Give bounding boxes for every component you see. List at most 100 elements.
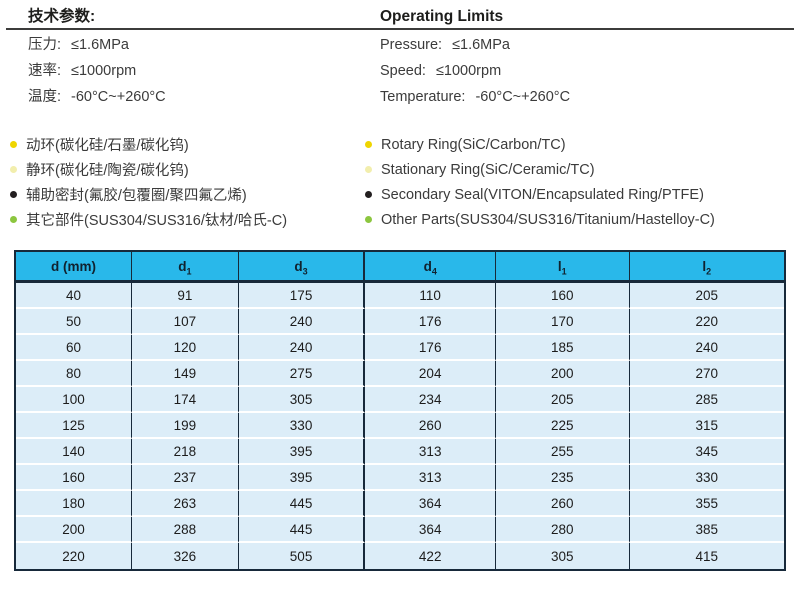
dimension-cell: 140 bbox=[16, 439, 132, 465]
materials-row: 动环(碳化硅/石墨/碳化钨) Rotary Ring(SiC/Carbon/TC… bbox=[0, 132, 800, 157]
dimension-cell: 422 bbox=[365, 543, 496, 569]
material-label: 其它部件(SUS304/SUS316/钛材/哈氏-C) bbox=[26, 213, 288, 229]
param-row: 速率: ≤1000rpm Speed: ≤1000rpm bbox=[0, 58, 800, 84]
dimension-cell: 355 bbox=[629, 491, 784, 517]
specs-title-zh: 技术参数: bbox=[28, 8, 96, 25]
dimension-cell: 330 bbox=[238, 413, 366, 439]
table-row: 180 263 445 364 260 355 bbox=[16, 491, 784, 517]
dimension-cell: 326 bbox=[131, 543, 239, 569]
dimensions-table: d (mm) d1 d3 d4 l1 l2 40 91 175 110 160 205 50 107 24… bbox=[16, 252, 784, 569]
param-value: ≤1.6MPa bbox=[71, 37, 129, 53]
dimension-cell: 263 bbox=[131, 491, 239, 517]
temperature-param-zh: 温度: -60°C~+260°C bbox=[0, 84, 380, 110]
column-header: d (mm) bbox=[16, 252, 132, 283]
dimension-cell: 240 bbox=[238, 335, 366, 361]
bullet-icon bbox=[10, 191, 17, 198]
column-header: l2 bbox=[629, 252, 784, 283]
bullet-icon bbox=[10, 166, 17, 173]
dimension-cell: 260 bbox=[365, 413, 496, 439]
dimension-cell: 260 bbox=[495, 491, 630, 517]
dimension-cell: 445 bbox=[238, 491, 366, 517]
param-value: ≤1.6MPa bbox=[452, 37, 510, 53]
materials-row: 其它部件(SUS304/SUS316/钛材/哈氏-C) Other Parts(… bbox=[0, 207, 800, 232]
dimension-cell: 185 bbox=[495, 335, 630, 361]
dimension-cell: 220 bbox=[16, 543, 132, 569]
divider-rule bbox=[6, 28, 794, 30]
bullet-icon bbox=[365, 191, 372, 198]
dimension-cell: 313 bbox=[365, 439, 496, 465]
table-row: 60 120 240 176 185 240 bbox=[16, 335, 784, 361]
dimension-cell: 220 bbox=[629, 309, 784, 335]
dimension-cell: 60 bbox=[16, 335, 132, 361]
pressure-param-en: Pressure: ≤1.6MPa bbox=[380, 32, 800, 58]
dimension-cell: 120 bbox=[131, 335, 239, 361]
dimension-cell: 285 bbox=[629, 387, 784, 413]
dimension-cell: 505 bbox=[238, 543, 366, 569]
dimension-cell: 100 bbox=[16, 387, 132, 413]
dimension-cell: 288 bbox=[131, 517, 239, 543]
dimension-cell: 205 bbox=[495, 387, 630, 413]
dimension-cell: 160 bbox=[16, 465, 132, 491]
specs-title-en: Operating Limits bbox=[380, 8, 504, 25]
column-header: l1 bbox=[495, 252, 630, 283]
param-label: Speed: bbox=[380, 63, 426, 79]
dimension-cell: 313 bbox=[365, 465, 496, 491]
param-label: 压力: bbox=[28, 37, 62, 53]
table-row: 80 149 275 204 200 270 bbox=[16, 361, 784, 387]
dimension-cell: 176 bbox=[365, 335, 496, 361]
dimension-cell: 395 bbox=[238, 465, 366, 491]
bullet-icon bbox=[365, 166, 372, 173]
column-header: d1 bbox=[131, 252, 239, 283]
dimension-cell: 170 bbox=[495, 309, 630, 335]
param-label: 温度: bbox=[28, 89, 62, 105]
param-label: Pressure: bbox=[380, 37, 443, 53]
dimension-cell: 445 bbox=[238, 517, 366, 543]
bullet-icon bbox=[365, 216, 372, 223]
dimension-cell: 205 bbox=[629, 283, 784, 309]
materials-section: 动环(碳化硅/石墨/碳化钨) Rotary Ring(SiC/Carbon/TC… bbox=[0, 132, 800, 232]
dimension-cell: 255 bbox=[495, 439, 630, 465]
dimension-cell: 275 bbox=[238, 361, 366, 387]
dimension-cell: 415 bbox=[629, 543, 784, 569]
dimension-cell: 237 bbox=[131, 465, 239, 491]
dimension-cell: 218 bbox=[131, 439, 239, 465]
param-row: 温度: -60°C~+260°C Temperature: -60°C~+260°C bbox=[0, 84, 800, 110]
dimension-cell: 160 bbox=[495, 283, 630, 309]
dimension-cell: 80 bbox=[16, 361, 132, 387]
dimension-cell: 280 bbox=[495, 517, 630, 543]
dimension-cell: 40 bbox=[16, 283, 132, 309]
dimension-cell: 180 bbox=[16, 491, 132, 517]
dimension-cell: 125 bbox=[16, 413, 132, 439]
bullet-icon bbox=[365, 141, 372, 148]
dimension-cell: 315 bbox=[629, 413, 784, 439]
material-label: Stationary Ring(SiC/Ceramic/TC) bbox=[381, 161, 595, 178]
datasheet-page: 技术参数: Operating Limits 压力: ≤1.6MPa Pressu… bbox=[0, 0, 800, 571]
dimension-cell: 270 bbox=[629, 361, 784, 387]
material-label: 静环(碳化硅/陶瓷/碳化钨) bbox=[26, 163, 189, 179]
dimension-cell: 330 bbox=[629, 465, 784, 491]
speed-param-zh: 速率: ≤1000rpm bbox=[0, 58, 380, 84]
param-row: 压力: ≤1.6MPa Pressure: ≤1.6MPa bbox=[0, 32, 800, 58]
table-header-row: d (mm) d1 d3 d4 l1 l2 bbox=[16, 252, 784, 283]
dimension-cell: 305 bbox=[238, 387, 366, 413]
param-value: -60°C~+260°C bbox=[71, 89, 166, 105]
column-header: d3 bbox=[238, 252, 366, 283]
dimension-cell: 200 bbox=[495, 361, 630, 387]
dimension-cell: 234 bbox=[365, 387, 496, 413]
table-row: 40 91 175 110 160 205 bbox=[16, 283, 784, 309]
dimension-cell: 176 bbox=[365, 309, 496, 335]
speed-param-en: Speed: ≤1000rpm bbox=[380, 58, 800, 84]
table-row: 50 107 240 176 170 220 bbox=[16, 309, 784, 335]
dimension-cell: 364 bbox=[365, 517, 496, 543]
table-row: 140 218 395 313 255 345 bbox=[16, 439, 784, 465]
material-label: 辅助密封(氟胶/包覆圈/聚四氟乙烯) bbox=[26, 188, 247, 204]
dimension-cell: 149 bbox=[131, 361, 239, 387]
dimension-cell: 175 bbox=[238, 283, 366, 309]
specs-section: 技术参数: Operating Limits 压力: ≤1.6MPa Pressu… bbox=[0, 0, 800, 110]
material-label: 动环(碳化硅/石墨/碳化钨) bbox=[26, 138, 189, 154]
material-item-rotary-ring-zh: 动环(碳化硅/石墨/碳化钨) bbox=[0, 132, 363, 157]
param-value: -60°C~+260°C bbox=[475, 89, 571, 105]
dimension-cell: 107 bbox=[131, 309, 239, 335]
material-item-other-parts-zh: 其它部件(SUS304/SUS316/钛材/哈氏-C) bbox=[0, 207, 363, 232]
material-label: Other Parts(SUS304/SUS316/Titanium/Haste… bbox=[381, 211, 715, 228]
